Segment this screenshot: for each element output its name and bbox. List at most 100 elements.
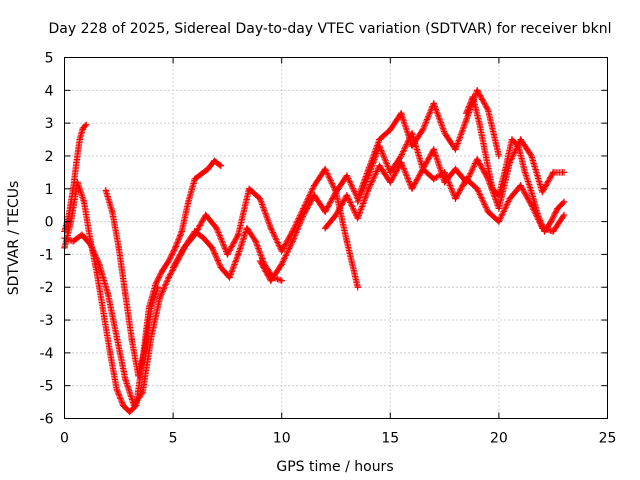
data-point bbox=[204, 165, 212, 173]
series-satellite-track-h bbox=[354, 129, 568, 212]
y-tick-label: -4 bbox=[40, 346, 54, 362]
data-point bbox=[473, 185, 481, 192]
data-point bbox=[278, 261, 285, 268]
data-point bbox=[408, 129, 416, 137]
y-tick-label: -1 bbox=[40, 247, 54, 263]
data-point bbox=[165, 257, 172, 265]
data-point bbox=[311, 182, 318, 189]
y-tick-label: 1 bbox=[45, 182, 54, 198]
data-point bbox=[469, 93, 477, 101]
data-point bbox=[560, 169, 568, 176]
data-point bbox=[452, 165, 459, 173]
data-point bbox=[517, 136, 524, 143]
data-layer bbox=[61, 87, 568, 416]
data-point bbox=[495, 192, 503, 199]
data-point bbox=[87, 241, 94, 248]
data-point bbox=[211, 157, 218, 165]
y-tick-label: 3 bbox=[45, 116, 54, 132]
data-point bbox=[430, 175, 437, 183]
data-point bbox=[217, 162, 225, 169]
data-point bbox=[154, 284, 162, 291]
data-point bbox=[343, 192, 351, 199]
data-point bbox=[243, 224, 251, 232]
data-point bbox=[191, 231, 199, 238]
x-tick-label: 20 bbox=[490, 431, 508, 447]
y-tick-label: 0 bbox=[45, 215, 54, 231]
data-point bbox=[130, 402, 138, 409]
data-point bbox=[96, 261, 103, 268]
data-point bbox=[152, 280, 159, 288]
data-point bbox=[235, 231, 242, 238]
data-point bbox=[476, 119, 483, 127]
data-point bbox=[515, 142, 522, 150]
data-point bbox=[560, 198, 568, 206]
data-point bbox=[473, 87, 481, 94]
data-point bbox=[178, 228, 185, 235]
data-point bbox=[122, 290, 129, 297]
data-point bbox=[430, 146, 437, 153]
data-point bbox=[376, 136, 383, 143]
data-point bbox=[208, 244, 216, 252]
data-point bbox=[376, 162, 383, 169]
y-tick-label: -6 bbox=[40, 412, 54, 428]
data-point bbox=[463, 116, 470, 124]
data-point bbox=[376, 142, 383, 150]
data-point bbox=[76, 136, 83, 143]
y-tick-label: 4 bbox=[45, 83, 54, 99]
data-point bbox=[106, 349, 114, 357]
x-tick-label: 0 bbox=[60, 431, 69, 447]
data-point bbox=[135, 372, 142, 380]
x-axis-label: GPS time / hours bbox=[276, 459, 393, 475]
data-point bbox=[354, 284, 361, 291]
data-point bbox=[539, 188, 546, 196]
series-satellite-track-i bbox=[463, 93, 568, 235]
data-point bbox=[126, 408, 133, 416]
data-point bbox=[441, 179, 448, 186]
data-point bbox=[122, 375, 129, 383]
data-point bbox=[245, 185, 253, 192]
data-point bbox=[547, 218, 555, 225]
data-point bbox=[113, 333, 120, 340]
x-tick-label: 15 bbox=[381, 431, 399, 447]
data-point bbox=[185, 198, 192, 206]
data-point bbox=[463, 179, 470, 186]
x-tick-label: 5 bbox=[169, 431, 178, 447]
data-point bbox=[217, 264, 225, 271]
data-point bbox=[463, 110, 470, 117]
data-point bbox=[484, 208, 492, 215]
data-point bbox=[139, 389, 146, 396]
series-satellite-track-d bbox=[102, 187, 162, 380]
data-point bbox=[100, 310, 107, 317]
data-point bbox=[517, 182, 524, 189]
data-point bbox=[278, 247, 285, 255]
data-point bbox=[397, 110, 405, 117]
data-point bbox=[74, 179, 81, 186]
data-point bbox=[78, 231, 86, 238]
data-point bbox=[69, 238, 77, 245]
data-point bbox=[321, 165, 329, 173]
data-point bbox=[109, 208, 116, 215]
data-point bbox=[202, 211, 209, 219]
data-point bbox=[387, 169, 394, 176]
data-point bbox=[226, 274, 233, 281]
data-point bbox=[550, 169, 557, 176]
data-point bbox=[235, 251, 242, 258]
data-point bbox=[159, 267, 166, 275]
data-point bbox=[365, 185, 372, 192]
data-point bbox=[115, 244, 122, 252]
data-point bbox=[79, 124, 87, 132]
data-point bbox=[256, 257, 264, 265]
data-point bbox=[506, 195, 513, 202]
data-point bbox=[452, 195, 459, 202]
data-point bbox=[80, 198, 88, 206]
data-point bbox=[554, 205, 561, 212]
data-point bbox=[430, 100, 437, 107]
data-point bbox=[528, 152, 535, 160]
y-tick-label: -3 bbox=[40, 313, 54, 329]
data-point bbox=[191, 175, 199, 183]
data-point bbox=[172, 244, 179, 252]
y-tick-label: -2 bbox=[40, 280, 54, 296]
data-point bbox=[495, 205, 503, 212]
data-point bbox=[354, 215, 361, 222]
